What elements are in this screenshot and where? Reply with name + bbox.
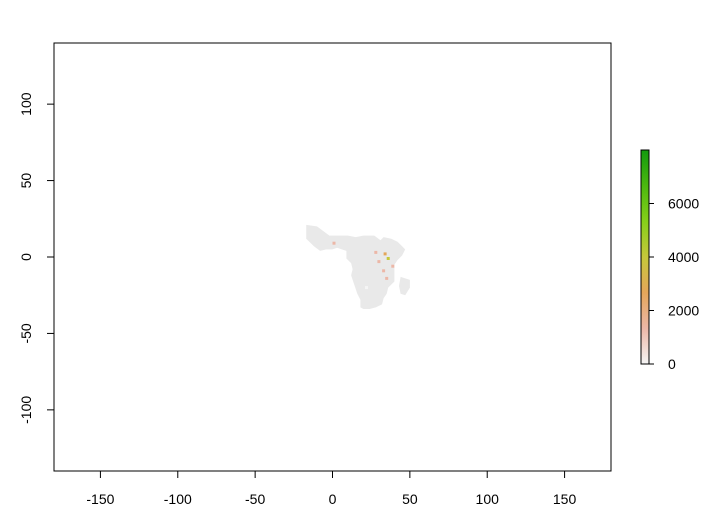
y-tick-label: -50 [18,323,34,343]
legend-tick-label: 0 [668,356,676,372]
legend-tick-label: 6000 [668,196,699,212]
legend-tick-label: 2000 [668,303,699,319]
color-legend: 0 2000 4000 6000 [640,149,699,372]
y-tick-label: -100 [18,396,34,424]
y-tick-label: 0 [18,253,34,261]
africa-raster-region [306,224,406,309]
x-tick-label: -100 [164,491,192,507]
hotspot-cell [374,250,378,254]
plot-frame [53,42,612,472]
hotspot-cell [332,241,336,245]
hotspot-cell [385,276,389,280]
x-axis: -150 -100 -50 0 50 100 150 [86,470,577,507]
x-tick-label: 100 [476,491,500,507]
y-tick-label: 100 [18,92,34,116]
y-tick-label: 50 [18,173,34,189]
madagascar-raster-region [399,276,410,296]
hotspot-layer [332,241,395,290]
hotspot-cell [391,264,395,268]
legend-tick-label: 4000 [668,249,699,265]
hotspot-cell [365,286,368,290]
x-tick-label: 150 [553,491,577,507]
legend-color-bar [640,149,650,365]
hotspot-cell [377,260,381,264]
x-tick-label: -50 [245,491,265,507]
hotspot-cell [382,269,386,273]
hotspot-cell [386,257,390,260]
y-axis: 100 50 0 -50 -100 [18,92,55,424]
x-tick-label: 0 [329,491,337,507]
raster-layer [306,224,410,309]
x-tick-label: -150 [86,491,114,507]
hotspot-cell [383,252,387,256]
x-tick-label: 50 [402,491,418,507]
